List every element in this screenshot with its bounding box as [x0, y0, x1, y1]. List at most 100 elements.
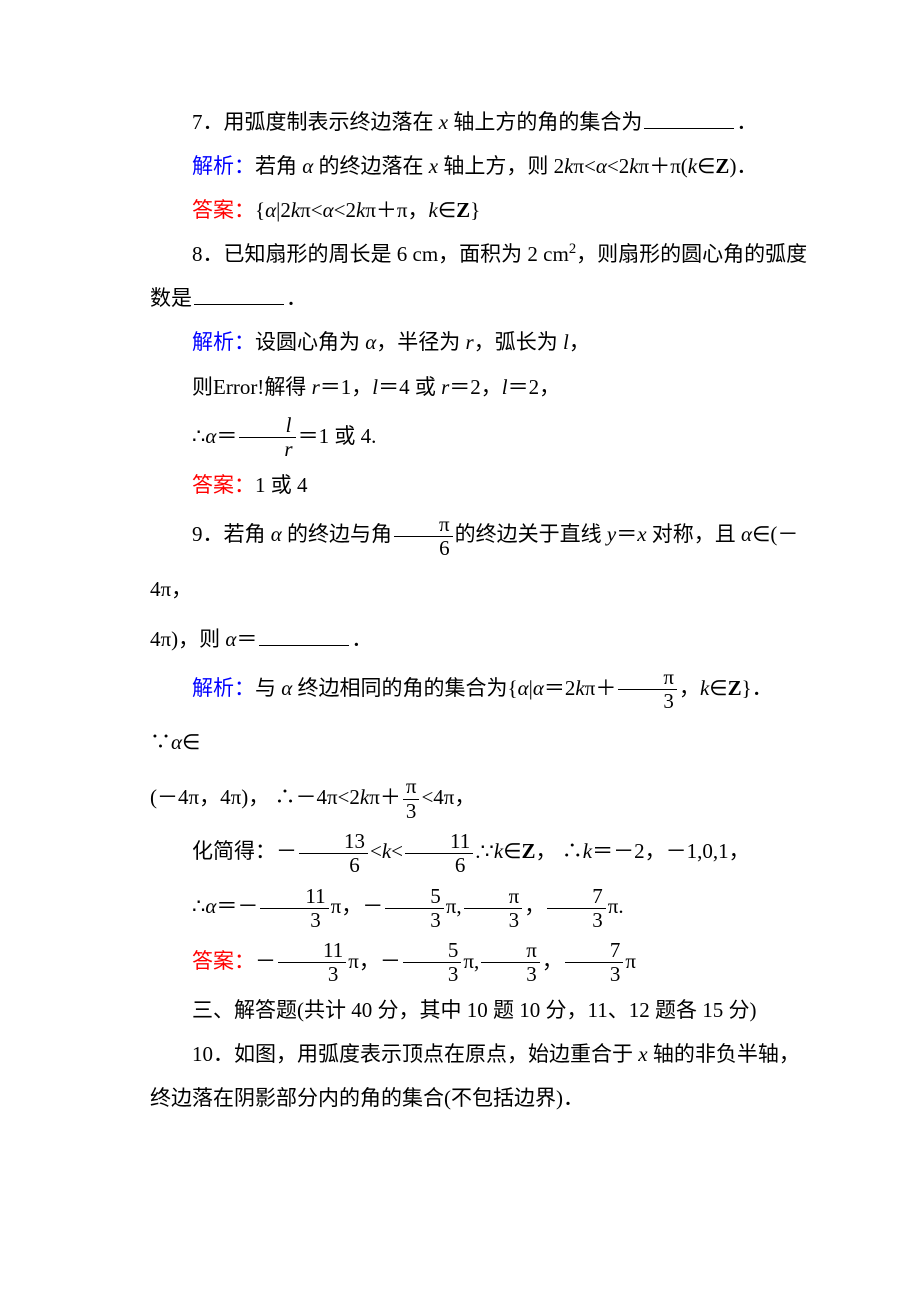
q8-error: Error!: [213, 375, 264, 399]
q9-line4-g: ＝－2，－1,0,1，: [592, 839, 750, 863]
frac-num: π: [618, 666, 677, 689]
q9-y: y: [607, 522, 616, 546]
q7-k-2: k: [629, 154, 638, 178]
q9-frac-pi-6: π6: [394, 513, 453, 560]
q9-line4-a: 化简得：－: [192, 839, 297, 863]
q9-ans-frac-11-3: 113: [278, 939, 346, 986]
q8-line2-b: 解得: [264, 375, 311, 399]
q9-line2-a: 4π)，则: [150, 627, 225, 651]
q7-ana-e: <2: [607, 154, 629, 178]
q9-frac-pi-3-b: π3: [403, 775, 420, 822]
analysis-label: 解析：: [192, 154, 255, 178]
q7-ana-g: ∈: [697, 154, 715, 178]
q8-ana-d: ，: [569, 330, 590, 354]
blank-fill: [259, 624, 349, 646]
q9-line3-b: π＋: [369, 785, 401, 809]
q8-analysis-line3: ∴α＝lr＝1 或 4.: [150, 409, 810, 464]
frac-den: 3: [481, 962, 540, 986]
q7-ans-alpha-2: α: [323, 198, 334, 222]
q8-alpha-2: α: [205, 424, 216, 448]
q9-analysis-line4: ∴α＝－113π，－53π,π3，73π.: [150, 879, 810, 934]
q9-answer: 答案：－113π，－53π,π3，73π: [150, 934, 810, 989]
q8-line2-a: 则: [192, 375, 213, 399]
q9-text-d: ＝: [616, 522, 637, 546]
q9-ans-b: π，－: [348, 949, 401, 973]
q9-line3-c: <4π，: [421, 785, 475, 809]
blank-fill: [644, 107, 734, 129]
q9-question-line1: 9．若角 α 的终边与角π6的终边关于直线 y＝x 对称，且 α∈(－4π，: [150, 507, 810, 616]
q9-line4-f: ， ∴: [536, 839, 583, 863]
document-page: 7．用弧度制表示终边落在 x 轴上方的角的集合为． 解析：若角 α 的终边落在 …: [0, 0, 920, 1200]
blank-fill: [194, 283, 284, 305]
q7-ana-c: 轴上方，则 2: [438, 154, 564, 178]
q8-text-a: 8．已知扇形的周长是 6 cm，面积为 2 cm: [192, 242, 569, 266]
q7-var-x-2: x: [429, 154, 438, 178]
q9-frac-7-3: 73: [547, 885, 606, 932]
q9-alpha-5: α: [518, 676, 529, 700]
q9-ans-d: ，: [542, 949, 563, 973]
q9-k-5: k: [494, 839, 503, 863]
q7-alpha: α: [302, 154, 313, 178]
q9-period: ．: [351, 627, 372, 651]
q9-line5-b: ＝－: [216, 894, 258, 918]
q7-ans-k-3: k: [429, 198, 438, 222]
q9-line2-b: ＝: [236, 627, 257, 651]
q8-period: ．: [286, 286, 307, 310]
q9-ans-a: －: [255, 949, 276, 973]
frac-num: π: [464, 885, 523, 908]
q7-ana-f: π＋π(: [639, 154, 688, 178]
q9-k-6: k: [583, 839, 592, 863]
q8-line2-e: ＝2，: [449, 375, 502, 399]
q9-Z-2: Z: [522, 839, 536, 863]
q9-k-4: k: [382, 839, 391, 863]
frac-den: 3: [403, 962, 462, 986]
q9-line4-c: <: [391, 839, 403, 863]
frac-num: 11: [278, 939, 346, 962]
q9-line4-d: .∵: [475, 839, 494, 863]
q7-ans-k-2: k: [356, 198, 365, 222]
q9-frac-13-6307: 136: [299, 830, 368, 877]
q8-frac-l-over-r: lr: [239, 414, 295, 461]
q8-line2-c: ＝1，: [320, 375, 373, 399]
frac-num: 11: [405, 830, 473, 853]
q9-line5-c: π，－: [331, 894, 384, 918]
q7-ana-d: π<: [573, 154, 595, 178]
answer-label: 答案：: [192, 473, 255, 497]
q7-ans-c: π<: [300, 198, 322, 222]
frac-den: 6: [405, 853, 473, 877]
frac-num: 5: [403, 939, 462, 962]
frac-den: 6: [299, 853, 368, 877]
q9-question-line2: 4π)，则 α＝．: [150, 617, 810, 661]
analysis-label: 解析：: [192, 330, 255, 354]
q9-ans-frac-5-3: 53: [403, 939, 462, 986]
frac-num: 5: [385, 885, 444, 908]
q9-ana-i: ∈: [182, 730, 200, 754]
q8-r-2: r: [312, 375, 320, 399]
q7-ana-h: )．: [729, 154, 757, 178]
q9-frac-5-3: 53: [385, 885, 444, 932]
section3-text: 三、解答题(共计 40 分，其中 10 题 10 分，11、12 题各 15 分…: [192, 998, 756, 1022]
q9-analysis-line1: 解析：与 α 终边相同的角的集合为{α|α＝2kπ＋π3，k∈Z}． ∵α∈: [150, 661, 810, 770]
q9-line4-e: ∈: [503, 839, 521, 863]
q8-ana-c: ，弧长为: [474, 330, 563, 354]
frac-num: 11: [260, 885, 328, 908]
frac-den: 3: [618, 689, 677, 713]
q9-frac-pi-3: π3: [618, 666, 677, 713]
q9-x: x: [637, 522, 646, 546]
q10-var-x: x: [638, 1042, 647, 1066]
q9-ans-e: π: [625, 949, 636, 973]
q7-ans-Z: Z: [456, 198, 470, 222]
q7-answer: 答案：{α|2kπ<α<2kπ＋π，k∈Z}: [150, 188, 810, 232]
q9-ans-c: π,: [463, 949, 479, 973]
q9-k: k: [575, 676, 584, 700]
q9-ana-g: ∈: [709, 676, 727, 700]
q7-analysis: 解析：若角 α 的终边落在 x 轴上方，则 2kπ<α<2kπ＋π(k∈Z)．: [150, 144, 810, 188]
answer-label: 答案：: [192, 198, 255, 222]
q9-ans-frac-pi-3: π3: [481, 939, 540, 986]
q9-ans-frac-7-3: 73: [565, 939, 624, 986]
q8-alpha: α: [365, 330, 376, 354]
frac-den: 3: [565, 962, 624, 986]
q9-ana-e: π＋: [585, 676, 617, 700]
frac-den: 3: [547, 908, 606, 932]
q7-text-b: 轴上方的角的集合为: [448, 110, 642, 134]
